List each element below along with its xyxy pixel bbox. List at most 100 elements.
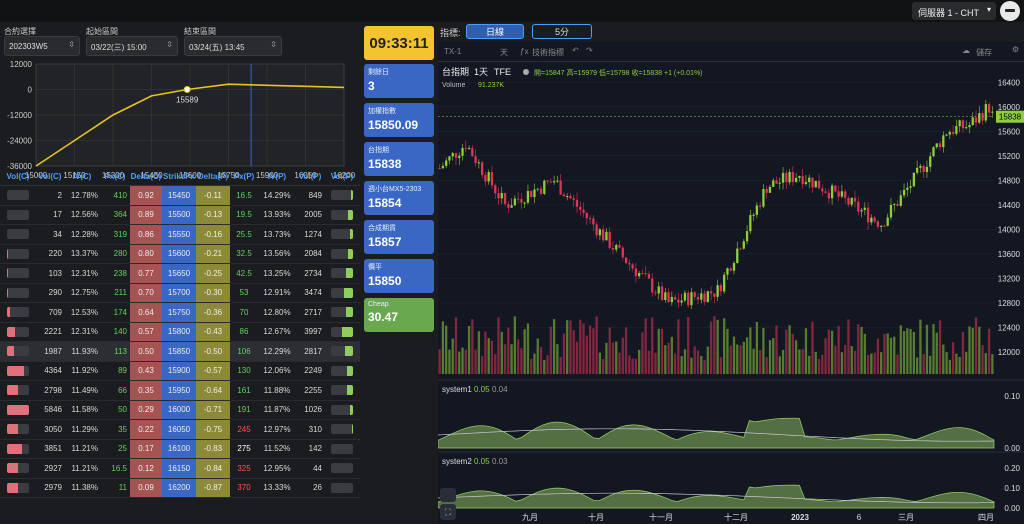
fullscreen-icon[interactable]: ⛶ [440, 504, 456, 520]
call-iv: 11.58% [71, 405, 98, 415]
candle-body [909, 186, 912, 188]
table-row[interactable]: 2979 11.38% 11 0.09 16200 -0.87 370 13.33% 26 [0, 478, 360, 498]
candle-body [634, 268, 638, 277]
tab-daily[interactable]: 日線 [466, 24, 524, 39]
call-volume-bar-fill [7, 443, 22, 454]
volume-bar [487, 338, 490, 374]
put-volume-bar-track [331, 482, 353, 493]
undo-icon[interactable]: ↶ [572, 46, 579, 55]
indicators-icon[interactable]: ƒx [520, 47, 529, 56]
table-row[interactable]: 17 12.56% 364 0.89 15500 -0.13 19.5 13.93% 2005 [0, 205, 360, 225]
candle-body [660, 286, 664, 300]
put-volume-bar [324, 245, 360, 264]
volume-bar [523, 329, 526, 374]
volume-bar [445, 325, 448, 374]
table-row[interactable]: 2221 12.31% 140 0.57 15800 -0.43 86 12.67% 3997 [0, 322, 360, 342]
redo-icon[interactable]: ↷ [586, 46, 593, 55]
put-delta: -0.71 [196, 400, 230, 419]
settings-icon[interactable]: ⚙ [1012, 45, 1020, 54]
end-select[interactable]: 03/24(五) 13:45 ⇳ [184, 36, 282, 56]
table-row[interactable]: 290 12.75% 211 0.70 15700 -0.30 53 12.91% 3474 [0, 283, 360, 303]
candle-body [628, 263, 631, 265]
strike-price: 16100 [162, 439, 196, 458]
candle-body [481, 162, 484, 175]
avatar[interactable] [1000, 1, 1020, 21]
call-volume-bar [0, 479, 36, 498]
volume-bar [987, 328, 991, 374]
quote-card-value: 30.47 [368, 310, 399, 324]
contract-select[interactable]: 202303W5 ⇳ [4, 36, 80, 56]
put-delta: -0.25 [196, 264, 230, 283]
put-volume-bar-fill [346, 365, 353, 376]
volume-bar [559, 356, 562, 374]
volume-bar [448, 349, 451, 374]
volume-bar [912, 331, 916, 374]
candle-body [605, 231, 608, 241]
candle-body [925, 166, 929, 173]
call-delta: 0.57 [130, 322, 162, 341]
table-row[interactable]: 3050 11.29% 35 0.22 16050 -0.75 245 12.97% 310 [0, 420, 360, 440]
candle-body [523, 202, 526, 204]
call-price: 35 [118, 424, 127, 434]
volume-bar [768, 340, 772, 374]
table-row[interactable]: 220 13.37% 280 0.80 15600 -0.21 32.5 13.56% 2084 [0, 244, 360, 264]
volume-bar [729, 345, 732, 374]
start-select[interactable]: 03/22(三) 15:00 ⇳ [86, 36, 178, 56]
table-row[interactable]: 34 12.28% 319 0.86 15550 -0.16 25.5 13.73% 1274 [0, 225, 360, 245]
candle-body [958, 120, 961, 127]
server-select[interactable]: 伺服器 1 - CHT ▾ [912, 2, 996, 20]
candle-body [942, 135, 945, 148]
put-volume-bar-fill [346, 385, 353, 396]
put-volume-bar [324, 284, 360, 303]
volume-bar [974, 317, 978, 374]
candle-body [978, 113, 981, 123]
put-iv: 13.73% [263, 229, 291, 239]
put-price: 16.5 [236, 190, 252, 200]
call-volume: 34 [53, 229, 62, 239]
volume-bar [572, 330, 575, 374]
table-row[interactable]: 2798 11.49% 66 0.35 15950 -0.64 161 11.88% 2255 [0, 381, 360, 401]
last-price-tag [996, 110, 1024, 123]
price-axis-tick: 16000 [998, 103, 1021, 112]
options-table: Vol(C) Vol(C) IV(C) Px(C) Delta(C) Strik… [0, 168, 360, 498]
call-iv: 11.29% [71, 424, 98, 434]
volume-bar [991, 354, 994, 374]
candle-body [477, 162, 481, 164]
table-row[interactable]: 4364 11.92% 89 0.43 15900 -0.57 130 12.06% 2249 [0, 361, 360, 381]
symbol-box[interactable]: TX-1 [444, 47, 462, 56]
table-row[interactable]: 103 12.31% 238 0.77 15650 -0.25 42.5 13.25% 2734 [0, 264, 360, 284]
strike-price: 15500 [162, 205, 196, 224]
interval-tabs: 指標: 日線 5分 [438, 22, 1024, 42]
put-iv: 13.33% [263, 483, 291, 493]
history-icon[interactable] [440, 488, 456, 502]
caret-down-icon: ▾ [986, 5, 991, 14]
cloud-icon[interactable]: ☁ [962, 46, 970, 55]
system2-value-1: 0.05 [474, 457, 490, 466]
candlestick-chart[interactable]: 16400 16000 15600 15200 14800 14400 14000 13600… [438, 62, 1024, 524]
volume-bar [929, 355, 932, 374]
call-volume-bar-fill [7, 424, 19, 435]
table-row[interactable]: 709 12.53% 174 0.64 15750 -0.36 70 12.80% 2717 [0, 303, 360, 323]
interval-button[interactable]: 天 [500, 48, 508, 57]
table-row[interactable]: 1987 11.93% 113 0.50 15850 -0.50 106 12.29% 2817 [0, 342, 360, 362]
candle-body [752, 214, 755, 216]
put-volume: 849 [308, 190, 322, 200]
save-button[interactable]: 儲存 [976, 48, 992, 57]
strike-price: 15600 [162, 244, 196, 263]
volume-bar [978, 326, 981, 374]
volume-label: Volume [442, 82, 465, 89]
table-row[interactable]: 3851 11.21% 25 0.17 16100 -0.83 275 11.52% 142 [0, 439, 360, 459]
put-volume-bar [324, 459, 360, 478]
tab-5min[interactable]: 5分 [532, 24, 592, 39]
table-row[interactable]: 2 12.78% 410 0.92 15450 -0.11 16.5 14.29% 849 [0, 186, 360, 206]
table-row[interactable]: 2927 11.21% 16.5 0.12 16150 -0.84 325 12.95% 44 [0, 459, 360, 479]
payoff-x-tick: 15900 [256, 171, 279, 180]
volume-bar [477, 331, 481, 374]
system1-axis-tick: 0.10 [1004, 392, 1020, 401]
candle-body [739, 248, 742, 250]
candle-body [876, 221, 880, 227]
indicators-button[interactable]: 技術指標 [532, 48, 564, 57]
quote-card-label: 週小台MX5-2303 [368, 186, 422, 193]
volume-bar [844, 344, 847, 374]
table-row[interactable]: 5846 11.58% 50 0.29 16000 -0.71 191 11.87% 1026 [0, 400, 360, 420]
